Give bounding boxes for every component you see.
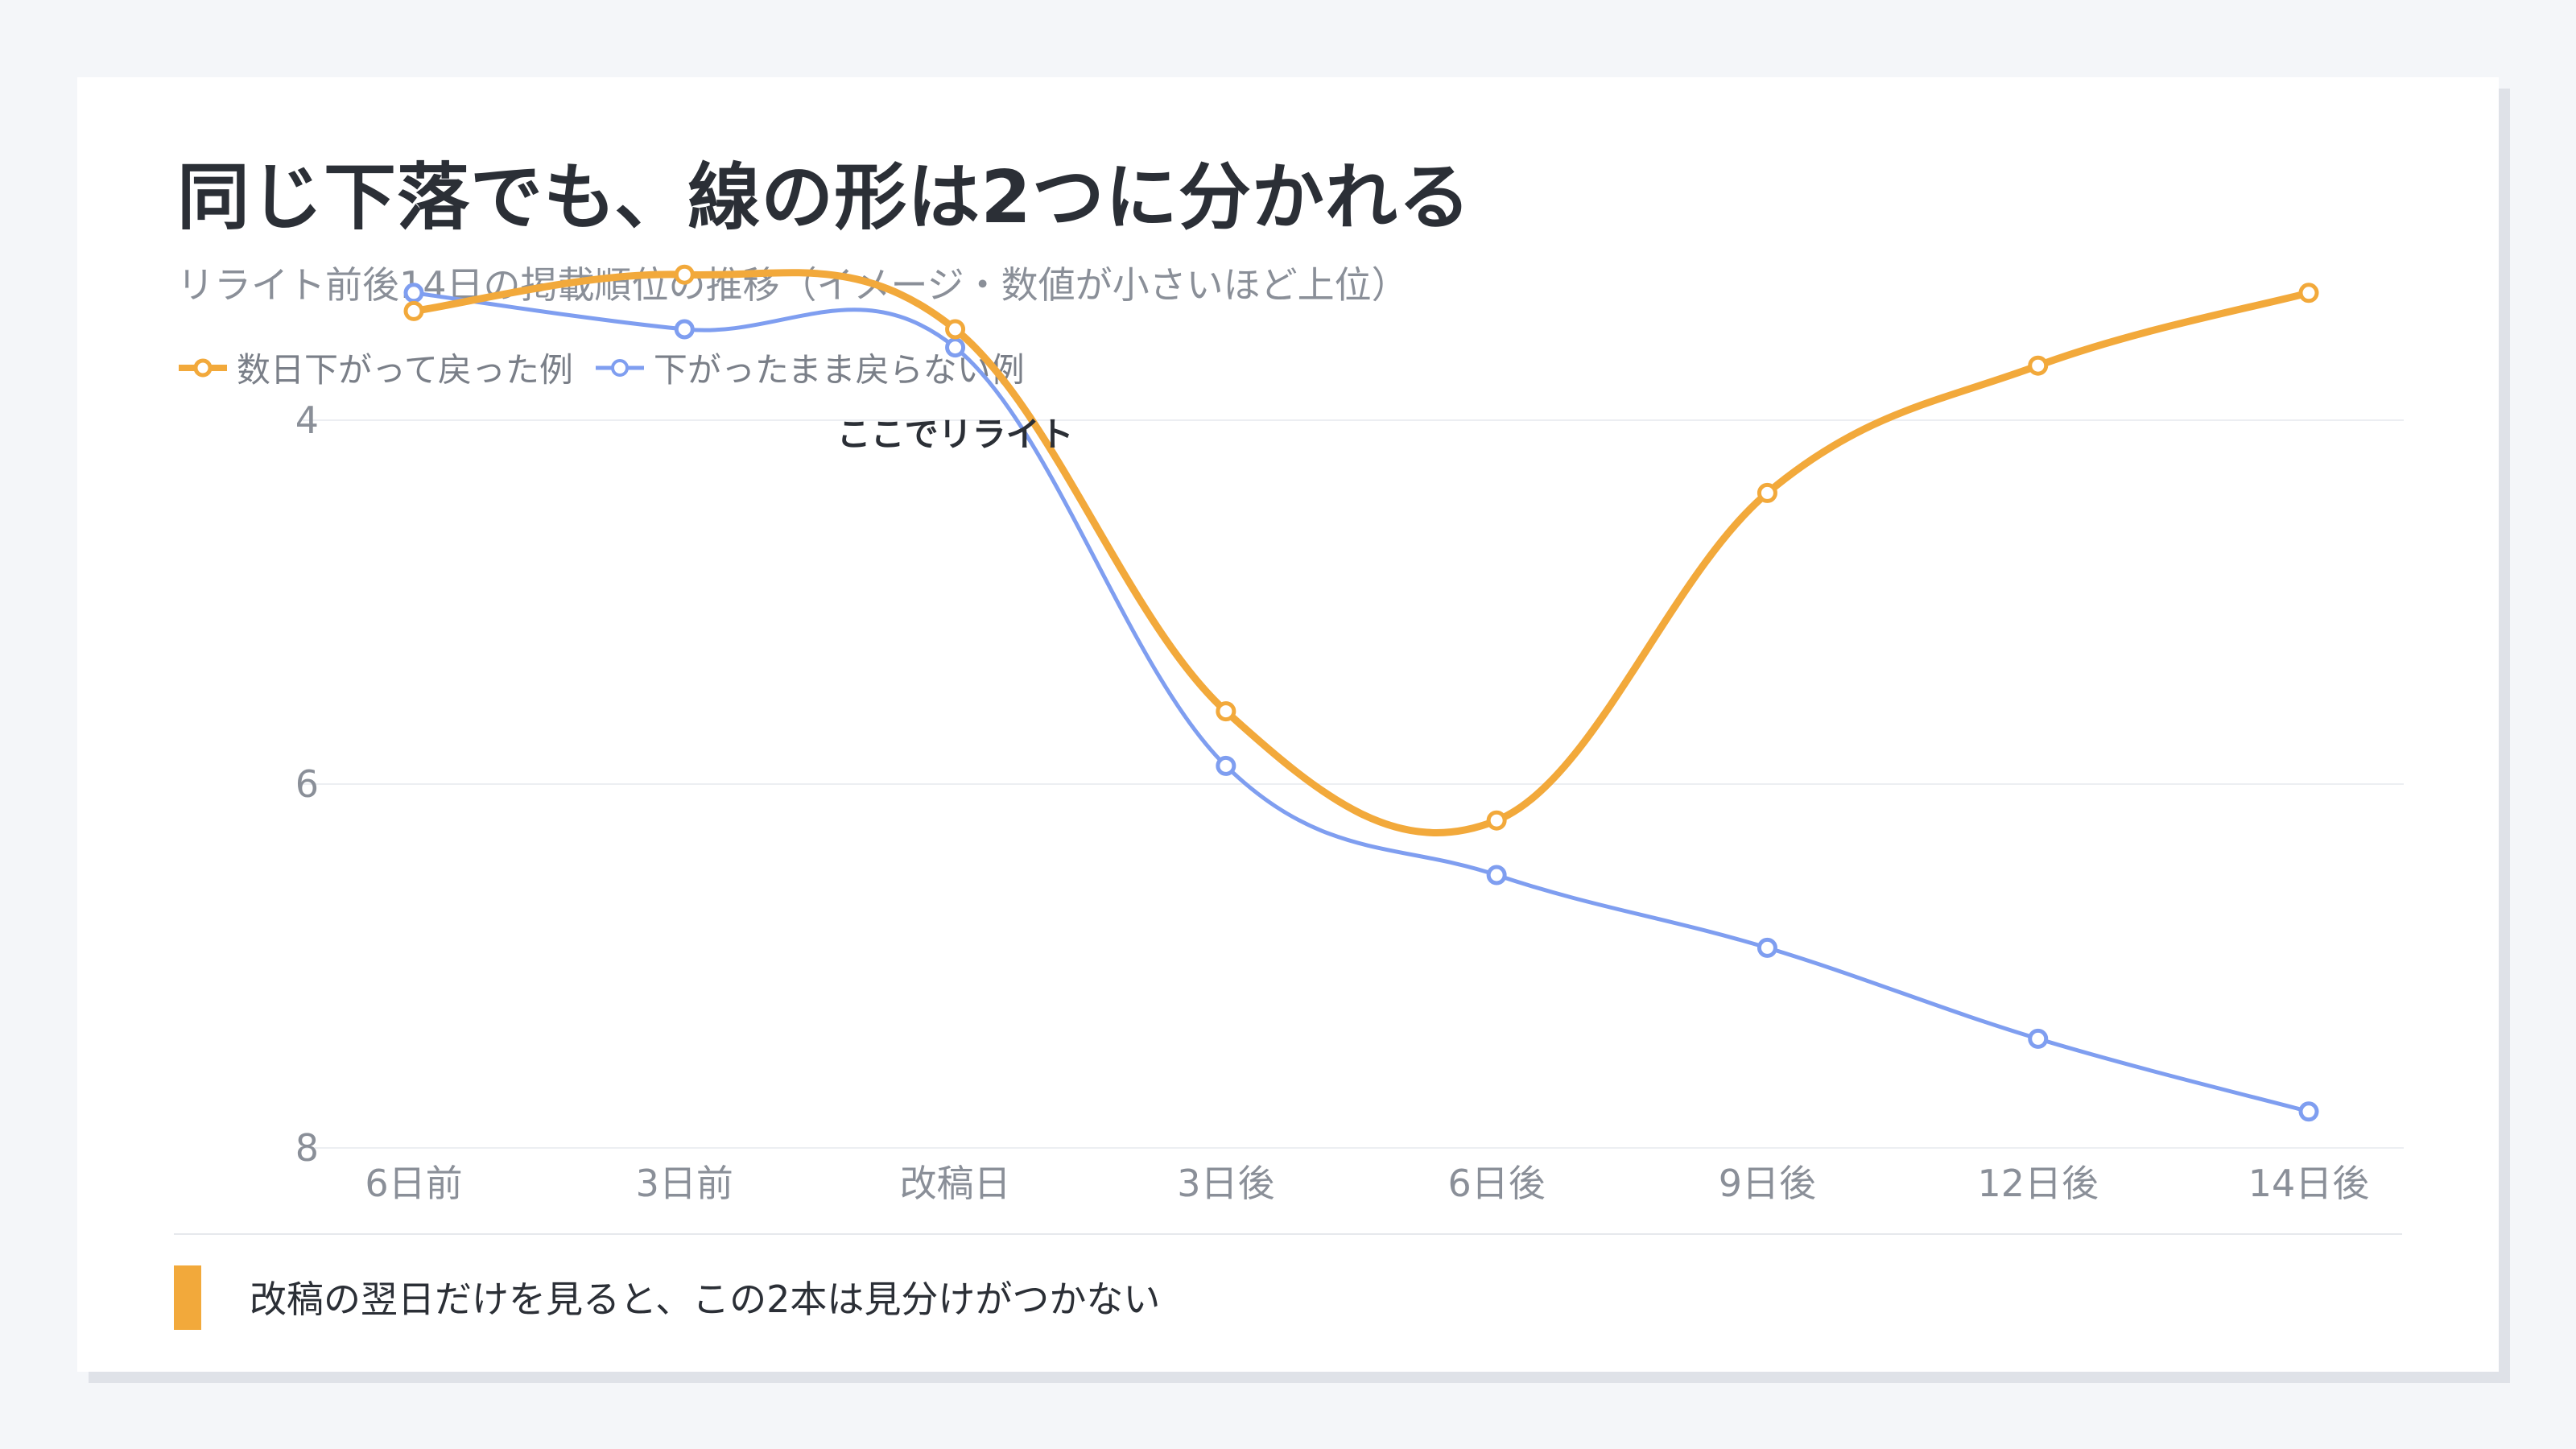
legend-swatch-series-b	[595, 358, 644, 377]
data-point-series-b	[403, 283, 424, 303]
legend-label-series-b: 下がったまま戻らない例	[653, 350, 1025, 390]
data-point-series-a	[403, 300, 424, 321]
data-point-series-b	[2298, 1101, 2319, 1122]
legend-item-series-b: 下がったまま戻らない例	[594, 343, 1025, 392]
data-point-series-a	[1216, 701, 1236, 722]
legend-label-series-a: 数日下がって戻った例	[237, 350, 573, 390]
data-point-series-a	[2028, 355, 2049, 376]
x-tick-label: 改稿日	[900, 1162, 1011, 1205]
series-line-series-b	[411, 291, 2311, 1114]
y-tick-label: 8	[295, 1126, 319, 1170]
page-title: 同じ下落でも、線の形は2つに分かれる	[177, 155, 1472, 240]
data-point-series-b	[1486, 865, 1507, 886]
data-point-series-b	[2028, 1028, 2049, 1049]
data-point-series-b	[1757, 937, 1777, 958]
annotation-label: ここでリライト	[837, 415, 1074, 454]
data-point-series-a	[945, 319, 966, 340]
x-tick-label: 14日後	[2248, 1162, 2370, 1205]
legend-item-series-a: 数日下がって戻った例	[177, 343, 573, 392]
x-tick-label: 3日前	[636, 1162, 733, 1205]
footer-divider	[174, 1233, 2402, 1235]
footer-note: 改稿の翌日だけを見ると、この2本は見分けがつかない	[250, 1278, 1161, 1321]
data-point-series-b	[1216, 755, 1236, 776]
x-tick-label: 6日後	[1448, 1162, 1546, 1205]
chart-legend: 数日下がって戻った例 下がったまま戻らない例	[177, 343, 1046, 392]
data-point-series-b	[674, 319, 695, 340]
x-tick-label: 3日後	[1177, 1162, 1274, 1205]
footer-accent-bar	[174, 1265, 201, 1330]
x-tick-label: 12日後	[1977, 1162, 2099, 1205]
data-point-series-a	[2298, 283, 2319, 303]
line-chart: 4 6 8 6日前 3日前 改稿日 3日後 6日後 9日後 12日後 14日後 ここでリライト	[295, 264, 2404, 1205]
x-tick-label: 6日前	[365, 1162, 462, 1205]
data-point-series-a	[1486, 810, 1507, 831]
series-line-series-a	[410, 269, 2313, 836]
x-tick-label: 9日後	[1719, 1162, 1816, 1205]
y-tick-label: 6	[295, 762, 319, 806]
data-point-series-a	[674, 264, 695, 285]
chart-card: 同じ下落でも、線の形は2つに分かれる リライト前後14日の掲載順位の推移（イメー…	[77, 77, 2499, 1372]
y-tick-label: 4	[295, 398, 319, 442]
legend-swatch-series-a	[179, 358, 227, 377]
data-point-series-a	[1757, 482, 1777, 503]
data-point-series-b	[945, 337, 966, 358]
